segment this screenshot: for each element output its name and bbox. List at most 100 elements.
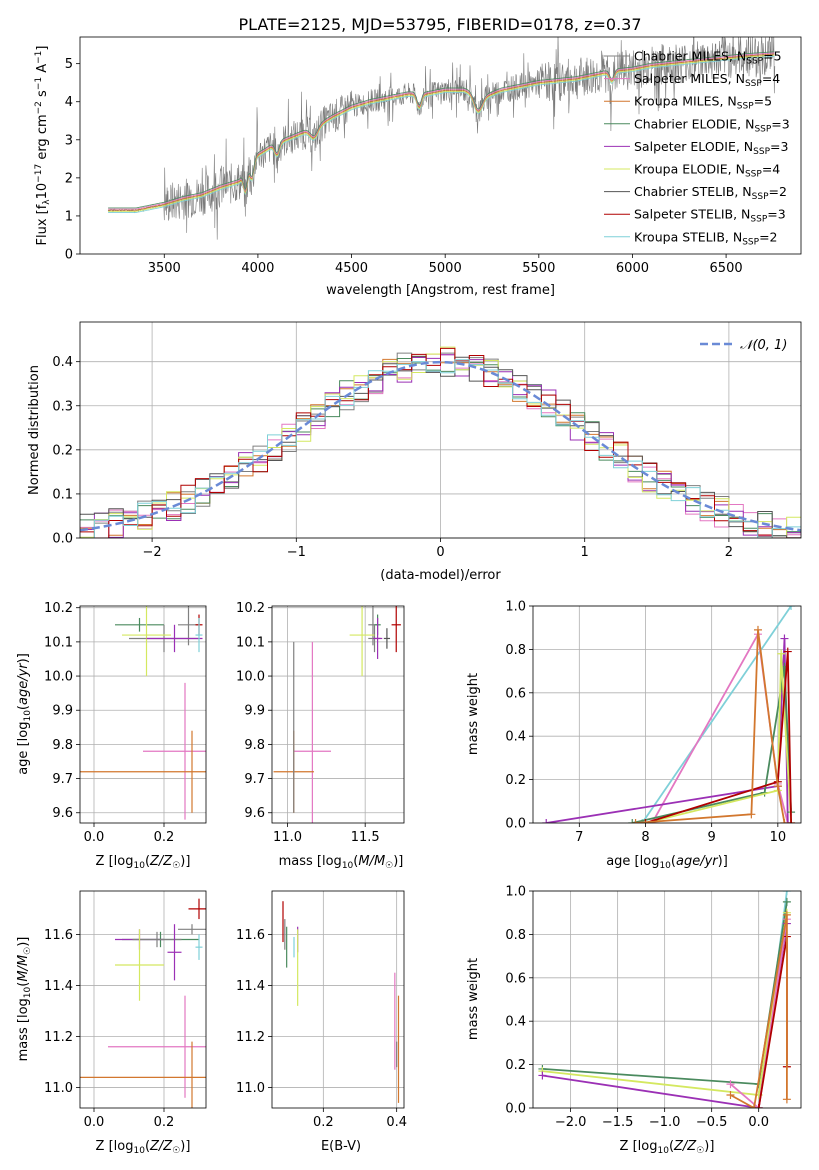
errorbar-point: [132, 931, 182, 948]
axes-mass_vs_EBV: 0.2 0.4 11.0 11.2 11.4 11.6 E(B-V): [236, 890, 407, 1154]
weight-series: [638, 606, 796, 823]
plot-area: [273, 606, 401, 823]
axes-frame: [271, 890, 405, 1109]
spectrum-model-line: [108, 53, 775, 211]
weight-marker: [631, 819, 640, 823]
weight-marker: [538, 1071, 547, 1080]
weight-line: [645, 651, 792, 823]
weight-marker: [753, 625, 762, 634]
grid: [272, 891, 404, 1108]
weight-line: [757, 936, 788, 1108]
y-tick-label: 9.8: [244, 738, 265, 753]
weight-line: [645, 653, 792, 823]
plot-area: [542, 606, 796, 823]
y-axis-label: Flux [fλ10−17 erg cm−2 s−1 A−1]: [34, 46, 52, 246]
grid: [80, 891, 206, 1108]
axes-frame: [79, 605, 207, 824]
y-tick-label: 0.0: [505, 817, 526, 832]
x-tick-label: −2: [143, 545, 162, 560]
y-tick-label: 10.1: [236, 635, 265, 650]
y-tick-label: 1: [65, 209, 73, 224]
errorbar-point: [372, 617, 383, 659]
y-tick-label: 4: [65, 95, 73, 110]
x-tick-label: 10: [770, 830, 787, 845]
x-tick-label: 3500: [148, 261, 181, 276]
y-axis-label: mass weight: [466, 958, 481, 1040]
histogram-series: [80, 359, 801, 538]
x-tick-label: 0: [436, 545, 444, 560]
x-tick-label: −1: [287, 545, 306, 560]
weight-marker: [773, 782, 782, 791]
x-tick-label: 0.4: [386, 1115, 407, 1130]
spectrum-model-line: [108, 54, 775, 212]
x-axis-label: Z [log10(Z/Z☉)]: [96, 1139, 191, 1156]
y-axis-label: mass weight: [466, 673, 481, 755]
axes-massweight_vs_age: 7 8 9 10 0.0 0.2 0.4 0.6 0.8 1.0 age [log10(age/yr…: [466, 600, 802, 871]
axes-frame: [271, 605, 405, 824]
x-tick-label: 0.0: [84, 830, 105, 845]
errorbar-point: [146, 624, 203, 653]
legend-entry: Salpeter ELODIE, NSSP=3: [634, 139, 788, 157]
x-tick-label: 5000: [429, 261, 462, 276]
y-tick-label: 0.2: [505, 773, 526, 788]
weight-marker: [726, 1090, 735, 1099]
x-tick-label: 11.5: [351, 830, 380, 845]
y-tick-label: 11.2: [44, 1030, 73, 1045]
errorbar-point: [167, 924, 182, 981]
weight-marker: [782, 897, 791, 906]
errorbar-point: [383, 628, 391, 649]
errorbar-point: [108, 995, 206, 1098]
errorbar-point: [143, 682, 206, 820]
plot-area: [282, 901, 400, 1103]
plot-area: [538, 891, 791, 1108]
y-tick-label: 0.6: [505, 686, 526, 701]
errorbar-point: [349, 606, 375, 677]
plot-area: [107, 37, 776, 240]
legend-entry: Chabrier ELODIE, NSSP=3: [634, 116, 790, 134]
spectrum-model-line: [108, 51, 775, 209]
y-tick-label: 9.6: [52, 806, 73, 821]
y-tick-label: 0.2: [505, 1058, 526, 1073]
x-axis-label: Z [log10(Z/Z☉)]: [96, 854, 191, 871]
x-tick-label: 0.0: [748, 1115, 769, 1130]
y-tick-label: 11.4: [44, 979, 73, 994]
y-tick-label: 9.9: [244, 704, 265, 719]
errorbar-point: [195, 934, 203, 960]
axes-frame: [532, 890, 802, 1109]
y-tick-label: 1.0: [505, 600, 526, 615]
y-tick-label: 9.6: [244, 806, 265, 821]
weight-marker: [754, 1104, 763, 1108]
x-axis-label: (data-model)/error: [380, 568, 501, 583]
y-tick-label: 10.0: [236, 670, 265, 685]
weight-marker: [777, 649, 786, 658]
y-tick-label: 11.6: [236, 928, 265, 943]
x-tick-label: 0.2: [313, 1115, 334, 1130]
weight-marker: [782, 1095, 791, 1104]
y-tick-label: 9.9: [52, 704, 73, 719]
y-tick-label: 0.0: [52, 532, 73, 547]
weight-marker: [726, 1080, 735, 1089]
weight-marker: [628, 819, 637, 823]
plot-area: [80, 346, 801, 538]
y-tick-label: 1.0: [505, 885, 526, 900]
y-tick-label: 11.0: [236, 1081, 265, 1096]
x-tick-label: 0.0: [84, 1115, 105, 1130]
x-tick-label: 9: [708, 830, 716, 845]
spectrum-model-line: [108, 55, 775, 213]
x-axis-label: mass [log10(M/M☉)]: [279, 854, 404, 871]
y-tick-label: 10.2: [236, 601, 265, 616]
axes-residuals: −2 −1 0 1 2 0.0 0.1 0.2 0.3 0.4 𝒩(0, 1) (data-model…: [27, 321, 802, 583]
weight-series: [726, 910, 791, 1108]
figure-title: PLATE=2125, MJD=53795, FIBERID=0178, z=0…: [238, 15, 641, 34]
errorbar-point: [195, 617, 203, 653]
errorbar-point: [188, 898, 206, 920]
axes-age_vs_mass: 11.0 11.5 9.6 9.7 9.8 9.9 10.0 10.1 10.2 mass [lo…: [236, 601, 405, 871]
y-tick-label: 0.6: [505, 971, 526, 986]
weight-marker: [782, 891, 791, 895]
x-tick-label: 7: [575, 830, 583, 845]
y-tick-label: 10.2: [44, 601, 73, 616]
weight-marker: [749, 1104, 758, 1108]
y-tick-label: 0.3: [52, 399, 73, 414]
errorbar-point: [391, 606, 401, 653]
